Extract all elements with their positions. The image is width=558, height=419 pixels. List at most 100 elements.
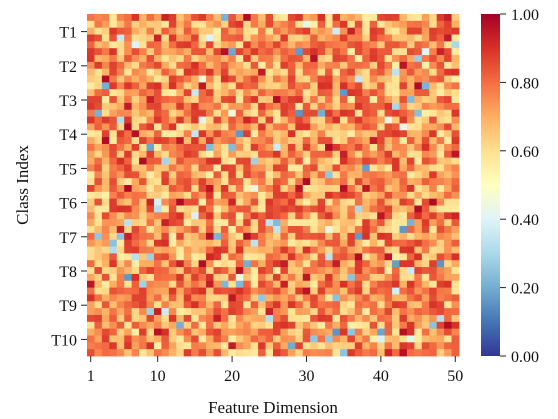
heatmap-cell — [176, 239, 185, 247]
heatmap-cell — [116, 294, 125, 302]
heatmap-cell — [362, 308, 371, 316]
heatmap-cell — [273, 48, 281, 56]
heatmap-cell — [153, 185, 162, 193]
heatmap-cell — [109, 75, 118, 83]
heatmap-cell — [406, 27, 415, 35]
heatmap-cell — [406, 191, 415, 200]
heatmap-cell — [421, 273, 430, 282]
heatmap-cell — [109, 178, 118, 186]
heatmap-cell — [109, 130, 118, 138]
heatmap-cell — [161, 96, 170, 104]
heatmap-cell — [273, 267, 281, 275]
heatmap-cell — [332, 109, 341, 117]
heatmap-cell — [139, 68, 147, 76]
heatmap-cell — [206, 246, 214, 254]
heatmap-cell — [421, 123, 430, 131]
heatmap-cell — [280, 96, 289, 104]
heatmap-cell — [213, 102, 222, 111]
heatmap-cell — [228, 301, 237, 309]
heatmap-cell — [228, 287, 237, 295]
heatmap-cell — [377, 130, 385, 138]
heatmap-cell — [243, 34, 252, 42]
heatmap-cell — [87, 185, 95, 193]
heatmap-cell — [369, 68, 378, 76]
heatmap-cell — [258, 157, 266, 165]
heatmap-cell — [101, 335, 110, 343]
heatmap-cell — [198, 198, 207, 206]
heatmap-cell — [369, 157, 378, 165]
heatmap-cell — [94, 109, 103, 117]
heatmap-cell — [436, 246, 445, 254]
heatmap-cell — [429, 205, 438, 213]
heatmap-cell — [310, 171, 319, 179]
heatmap-cell — [235, 273, 244, 282]
heatmap-cell — [213, 273, 222, 282]
heatmap-cell — [414, 178, 423, 186]
heatmap-cell — [451, 27, 460, 35]
heatmap-cell — [243, 123, 252, 131]
heatmap-cell — [101, 20, 110, 29]
heatmap-cell — [243, 55, 252, 63]
heatmap-cell — [429, 41, 438, 49]
heatmap-cell — [124, 14, 133, 22]
heatmap-cell — [109, 68, 118, 76]
heatmap-cell — [206, 335, 214, 343]
heatmap-cell — [183, 232, 192, 241]
heatmap-cell — [369, 185, 378, 193]
colorbar-tick-label: 0.40 — [511, 212, 539, 229]
heatmap-cell — [146, 342, 155, 350]
heatmap-cell — [109, 20, 118, 29]
heatmap-cell — [310, 280, 319, 288]
heatmap-cell — [168, 280, 177, 288]
heatmap-cell — [414, 280, 423, 288]
heatmap-cell — [362, 314, 371, 323]
heatmap-cell — [168, 164, 177, 172]
heatmap-cell — [87, 342, 95, 350]
heatmap-cell — [265, 14, 274, 22]
heatmap-cell — [131, 239, 140, 247]
heatmap-cell — [168, 102, 177, 111]
heatmap-cell — [220, 349, 229, 357]
heatmap-cell — [406, 171, 415, 179]
heatmap-cell — [168, 273, 177, 282]
heatmap-cell — [206, 137, 214, 145]
heatmap-cell — [384, 61, 393, 70]
heatmap-cell — [451, 96, 460, 104]
heatmap-cell — [406, 294, 415, 302]
heatmap-cell — [354, 239, 363, 247]
heatmap-cell — [131, 157, 140, 165]
heatmap-cell — [369, 123, 378, 131]
heatmap-cell — [243, 48, 252, 56]
heatmap-cell — [265, 191, 274, 200]
heatmap-cell — [399, 75, 408, 83]
heatmap-cell — [228, 226, 237, 234]
heatmap-cell — [436, 61, 445, 70]
heatmap-cell — [421, 48, 430, 56]
heatmap-cell — [444, 239, 452, 247]
heatmap-cell — [258, 226, 266, 234]
heatmap-cell — [146, 321, 155, 330]
heatmap-cell — [302, 321, 311, 330]
heatmap-cell — [265, 171, 274, 179]
heatmap-cell — [421, 82, 430, 90]
heatmap-cell — [295, 116, 304, 124]
heatmap-cell — [332, 137, 341, 145]
heatmap-cell — [369, 109, 378, 117]
heatmap-cell — [287, 301, 296, 309]
heatmap-cell — [436, 253, 445, 261]
heatmap-cell — [213, 55, 222, 63]
heatmap-cell — [87, 75, 95, 83]
heatmap-cell — [325, 48, 333, 56]
heatmap-cell — [421, 205, 430, 213]
heatmap-cell — [191, 308, 199, 316]
heatmap-cell — [258, 109, 266, 117]
heatmap-cell — [325, 226, 333, 234]
heatmap-cell — [161, 130, 170, 138]
y-tick-label: T4 — [59, 127, 77, 144]
heatmap-cell — [124, 20, 133, 29]
heatmap-cell — [280, 273, 289, 282]
heatmap-cell — [347, 123, 356, 131]
heatmap-cell — [139, 226, 147, 234]
heatmap-cell — [131, 232, 140, 241]
heatmap-cell — [436, 75, 445, 83]
